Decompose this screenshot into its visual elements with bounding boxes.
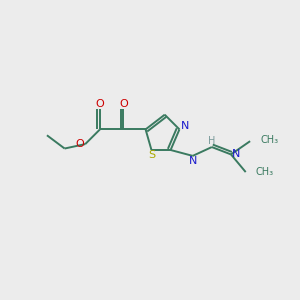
- Text: N: N: [181, 122, 189, 131]
- Text: N: N: [232, 149, 241, 159]
- Text: CH₃: CH₃: [260, 135, 278, 145]
- Text: H: H: [208, 136, 215, 146]
- Text: O: O: [76, 139, 84, 149]
- Text: S: S: [148, 150, 155, 160]
- Text: O: O: [119, 99, 128, 110]
- Text: CH₃: CH₃: [256, 167, 274, 177]
- Text: N: N: [188, 156, 197, 166]
- Text: O: O: [96, 99, 104, 110]
